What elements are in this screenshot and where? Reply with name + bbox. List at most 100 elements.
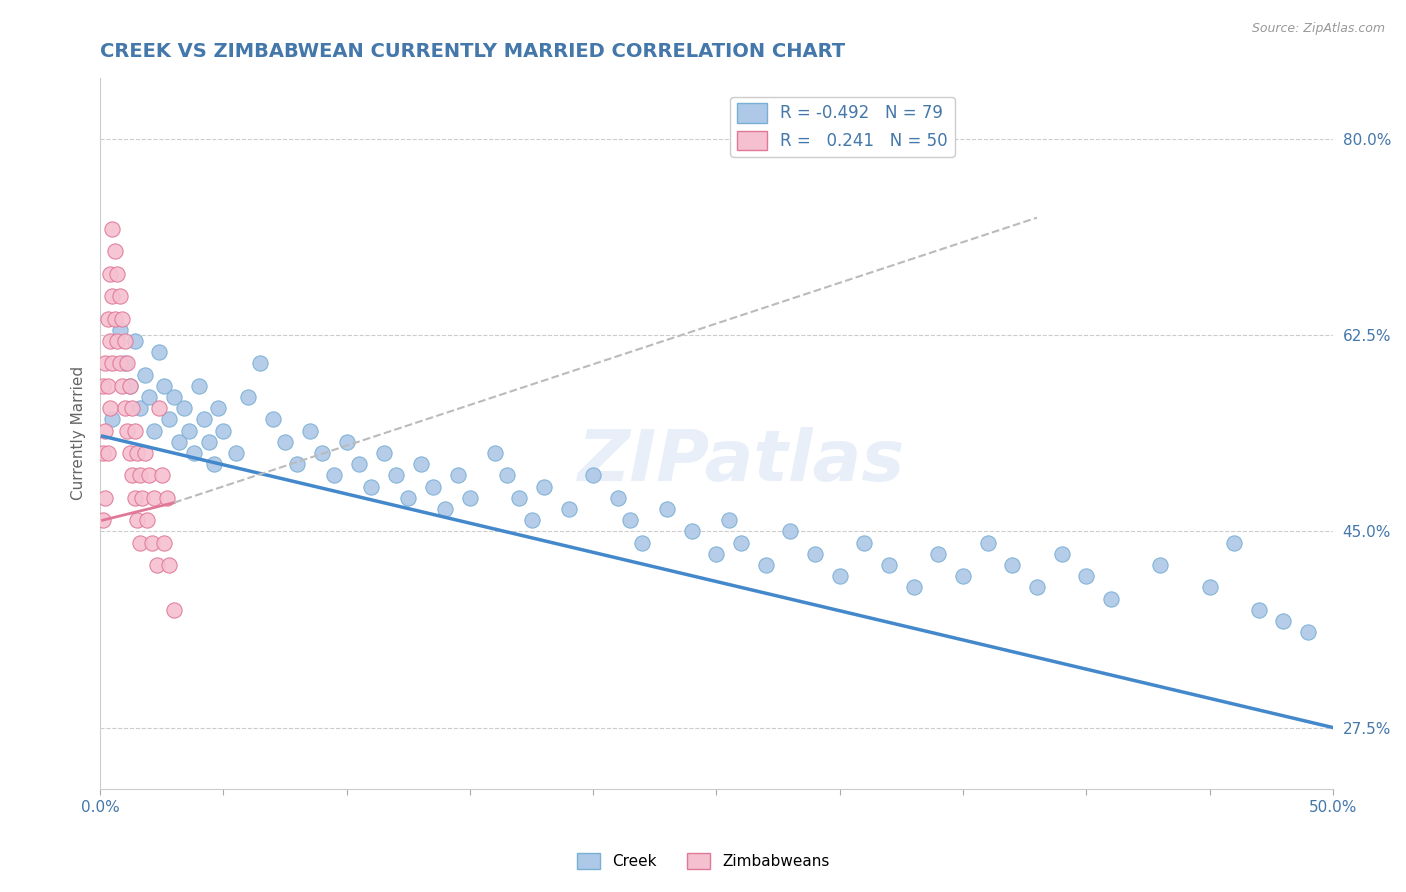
Point [347,457,370,471]
Point [298,424,321,438]
Point [360,480,382,494]
Point [124,334,146,348]
Point [903,581,925,595]
Point [146,558,169,572]
Point [138,390,160,404]
Point [96,378,118,392]
Point [183,446,205,460]
Point [1296,625,1319,640]
Point [557,502,579,516]
Point [657,502,679,516]
Point [108,323,131,337]
Point [173,401,195,416]
Point [520,513,543,527]
Point [96,446,118,460]
Point [396,491,419,505]
Point [118,378,141,392]
Point [804,547,827,561]
Point [114,356,136,370]
Point [167,434,190,449]
Point [105,267,128,281]
Point [121,401,143,416]
Point [105,334,128,348]
Point [94,424,117,438]
Point [311,446,333,460]
Point [148,345,170,359]
Point [138,468,160,483]
Point [207,401,229,416]
Point [1223,535,1246,549]
Point [98,267,121,281]
Point [1149,558,1171,572]
Point [1099,591,1122,606]
Point [156,491,179,505]
Point [94,356,117,370]
Point [128,468,150,483]
Point [177,424,200,438]
Point [730,535,752,549]
Point [1272,614,1295,628]
Point [225,446,247,460]
Point [91,513,114,527]
Point [262,412,284,426]
Point [134,368,156,382]
Point [108,356,131,370]
Point [117,356,139,370]
Point [187,378,209,392]
Point [96,311,118,326]
Point [128,401,150,416]
Point [952,569,974,583]
Point [111,378,134,392]
Point [976,535,998,549]
Point [157,412,180,426]
Point [631,535,654,549]
Point [853,535,876,549]
Point [98,401,121,416]
Text: ZIPatlas: ZIPatlas [578,427,905,496]
Point [104,244,127,259]
Point [117,424,139,438]
Text: CREEK VS ZIMBABWEAN CURRENTLY MARRIED CORRELATION CHART: CREEK VS ZIMBABWEAN CURRENTLY MARRIED CO… [100,42,845,61]
Point [163,390,186,404]
Point [1050,547,1073,561]
Point [98,334,121,348]
Point [118,378,141,392]
Point [127,513,149,527]
Point [104,311,127,326]
Point [484,446,506,460]
Point [124,424,146,438]
Point [124,491,146,505]
Point [108,289,131,303]
Point [101,412,124,426]
Point [434,502,457,516]
Point [202,457,225,471]
Point [91,378,114,392]
Point [779,524,801,539]
Point [828,569,851,583]
Point [114,401,136,416]
Point [236,390,259,404]
Point [496,468,519,483]
Point [582,468,605,483]
Point [101,222,124,236]
Point [717,513,740,527]
Point [163,603,186,617]
Point [1076,569,1098,583]
Point [249,356,271,370]
Point [1001,558,1024,572]
Point [101,289,124,303]
Point [336,434,359,449]
Y-axis label: Currently Married: Currently Married [72,367,86,500]
Point [458,491,481,505]
Point [755,558,778,572]
Point [127,446,149,460]
Point [533,480,555,494]
Point [111,311,134,326]
Point [153,378,176,392]
Point [373,446,395,460]
Point [681,524,703,539]
Point [131,491,153,505]
Point [150,468,173,483]
Point [141,535,163,549]
Point [148,401,170,416]
